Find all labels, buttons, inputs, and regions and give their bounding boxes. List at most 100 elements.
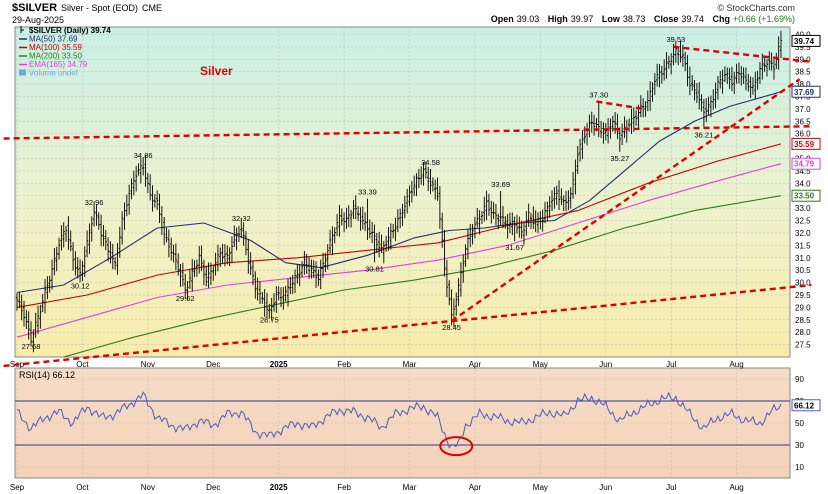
price-bar xyxy=(763,55,766,72)
price-bar xyxy=(188,269,192,289)
price-bar xyxy=(765,58,769,77)
price-bar xyxy=(261,292,264,304)
trendline xyxy=(450,78,801,323)
price-bar xyxy=(71,242,75,271)
price-bar xyxy=(487,193,491,216)
x-tick-label-top: Dec xyxy=(206,360,220,369)
price-bar xyxy=(485,190,488,221)
price-bar xyxy=(632,107,635,132)
price-bar xyxy=(102,224,105,247)
rsi-y-axis: 103050709066.12 xyxy=(791,375,821,472)
price-bar xyxy=(113,256,117,270)
price-annotation: 39.53 xyxy=(666,35,685,44)
price-bar xyxy=(244,231,248,256)
price-bar xyxy=(333,227,336,244)
ohlc-readout: Open 39.03 High 39.97 Low 38.73 Close 39.74 … xyxy=(491,14,795,24)
price-bar xyxy=(331,226,334,256)
price-bar xyxy=(737,62,741,84)
price-annotation: 30.12 xyxy=(71,282,90,291)
price-bar xyxy=(177,253,180,276)
price-bar xyxy=(592,114,596,136)
price-bar xyxy=(630,108,633,134)
price-bar xyxy=(141,157,145,176)
price-bar xyxy=(768,51,771,71)
price-bar xyxy=(179,263,182,287)
price-bar xyxy=(705,98,708,123)
price-bar xyxy=(499,191,502,226)
last-value-label: 35.59 xyxy=(794,140,815,149)
price-bar xyxy=(195,259,199,277)
price-bar xyxy=(576,145,579,175)
price-bar xyxy=(676,47,680,66)
price-bar xyxy=(695,83,699,104)
price-bar xyxy=(597,101,600,138)
price-bar xyxy=(384,235,388,252)
price-bar xyxy=(303,251,306,275)
price-bar xyxy=(387,226,390,251)
price-bar xyxy=(712,89,715,110)
price-bar xyxy=(230,236,234,263)
price-bar xyxy=(483,196,486,222)
price-bar xyxy=(660,65,664,84)
price-bar xyxy=(317,269,320,287)
price-bar xyxy=(646,90,650,112)
price-bar xyxy=(602,122,605,144)
price-bar xyxy=(527,203,530,227)
price-annotation: 34.86 xyxy=(134,151,153,160)
last-value-box xyxy=(791,157,821,170)
price-bar xyxy=(476,207,479,228)
price-bar xyxy=(391,223,395,239)
price-bar xyxy=(148,174,152,201)
price-bar xyxy=(116,242,119,275)
price-bar xyxy=(744,67,748,91)
y-tick-label: 36.0 xyxy=(795,130,811,139)
price-bar xyxy=(46,276,49,300)
price-bar xyxy=(555,185,558,206)
price-bar xyxy=(298,264,301,287)
ma200-line xyxy=(63,195,782,357)
price-bar xyxy=(76,257,79,279)
price-bar xyxy=(321,252,325,278)
price-bar xyxy=(751,77,755,95)
x-tick-label-top: Jul xyxy=(666,360,676,369)
price-bar xyxy=(730,66,734,92)
legend-entry: MA(50) 37.69 xyxy=(29,35,78,44)
price-bar xyxy=(532,206,535,229)
price-bar xyxy=(702,98,706,129)
price-bar xyxy=(356,206,360,221)
price-bar xyxy=(20,294,23,321)
price-bar xyxy=(667,55,671,69)
price-bar xyxy=(655,63,659,87)
x-tick-label-top: 2025 xyxy=(270,360,288,369)
price-bar xyxy=(648,81,652,111)
price-bar xyxy=(27,311,30,340)
price-bar xyxy=(193,260,196,278)
price-bar xyxy=(235,227,238,251)
price-bar xyxy=(611,115,614,132)
price-bar xyxy=(233,225,236,247)
price-bar xyxy=(118,226,121,258)
rsi-series xyxy=(16,391,782,449)
price-annotation: 28.75 xyxy=(260,316,279,325)
price-bar xyxy=(775,52,778,70)
legend-swatch xyxy=(19,69,26,76)
price-bar xyxy=(305,253,308,275)
price-bar xyxy=(578,138,582,162)
chart-symbol-title: $SILVER Silver - Spot (EOD) CME xyxy=(12,2,162,14)
price-bar xyxy=(104,229,107,251)
price-bar xyxy=(548,196,551,218)
last-value-box xyxy=(791,189,821,202)
price-bar xyxy=(338,204,341,237)
price-bar xyxy=(412,175,416,197)
price-bar xyxy=(221,243,224,264)
price-bar xyxy=(427,166,430,192)
price-bar xyxy=(419,166,423,185)
price-annotations: 27.68 30.12 32.96 34.86 29.62 32.32 28.75 30.81… xyxy=(22,35,714,351)
price-bar xyxy=(279,287,283,307)
price-annotation: 34.58 xyxy=(421,158,440,167)
price-bar xyxy=(758,62,762,85)
price-bar xyxy=(53,247,56,276)
price-bar xyxy=(202,259,206,286)
price-bar xyxy=(599,120,603,139)
price-bar xyxy=(198,245,201,274)
